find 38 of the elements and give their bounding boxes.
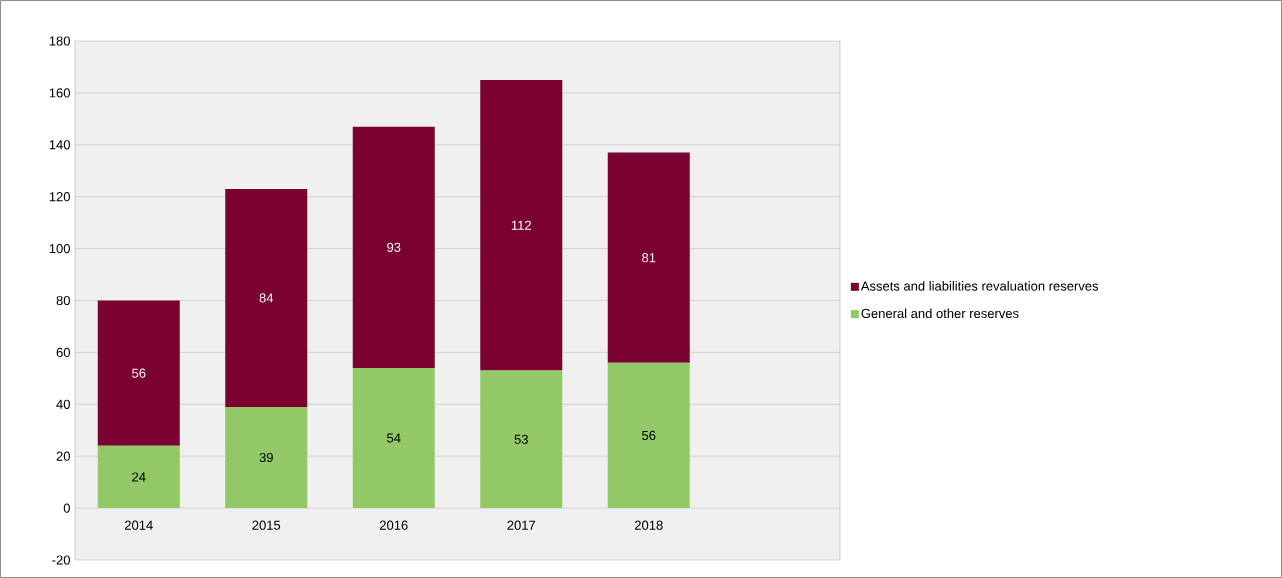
data-label: 39 — [259, 452, 273, 463]
y-tick-label: 160 — [49, 88, 70, 98]
x-tick-label: 2016 — [379, 520, 408, 530]
data-label: 54 — [387, 433, 401, 443]
bar — [97, 300, 180, 446]
bar — [225, 406, 308, 509]
bar — [225, 188, 308, 407]
data-label: 93 — [387, 242, 401, 252]
bar — [352, 126, 435, 368]
data-label: 56 — [642, 430, 656, 441]
y-tick-label: 100 — [49, 243, 70, 254]
legend-label: General and other reserves — [861, 308, 1019, 319]
bar — [97, 445, 180, 509]
x-tick-label: 2014 — [124, 520, 153, 530]
bar — [607, 362, 690, 509]
legend-label: Assets and liabilities revaluation reserves — [860, 281, 1099, 291]
bar — [480, 79, 563, 371]
bar — [607, 152, 690, 363]
y-tick-label: -20 — [52, 555, 70, 565]
x-tick-label: 2015 — [252, 520, 281, 530]
y-tick-label: 140 — [49, 140, 70, 150]
bar — [352, 367, 435, 509]
y-tick-label: 0 — [63, 503, 70, 513]
y-tick-label: 80 — [56, 295, 70, 306]
bar — [480, 370, 563, 509]
y-tick-label: 40 — [56, 399, 70, 409]
data-label: 24 — [132, 472, 146, 482]
data-label: 112 — [511, 220, 531, 230]
x-tick-label: 2018 — [634, 520, 663, 530]
data-label: 84 — [259, 293, 274, 303]
data-label: 81 — [642, 253, 656, 263]
y-tick-label: 20 — [56, 451, 70, 461]
y-tick-label: 60 — [56, 347, 70, 357]
y-tick-label: 120 — [49, 192, 70, 202]
x-tick-label: 2017 — [507, 520, 536, 530]
data-label: 56 — [132, 368, 146, 378]
data-label: 53 — [514, 434, 528, 444]
y-tick-label: 180 — [49, 36, 70, 46]
